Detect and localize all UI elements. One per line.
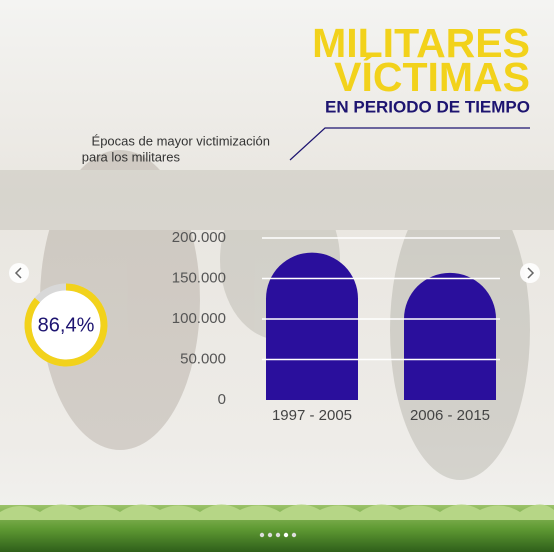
annotation: para los militares xyxy=(82,149,181,164)
carousel-dot[interactable] xyxy=(259,532,265,538)
carousel-prev[interactable] xyxy=(9,263,29,283)
annotation: Épocas de mayor victimización xyxy=(92,133,270,148)
y-tick-label: 100.000 xyxy=(172,310,226,327)
carousel-dots xyxy=(259,532,297,538)
carousel-dot[interactable] xyxy=(275,532,281,538)
x-tick-label: 1997 - 2005 xyxy=(272,407,352,424)
grass-top xyxy=(0,504,554,520)
y-tick-label: 150.000 xyxy=(172,269,226,286)
carousel-dot[interactable] xyxy=(283,532,289,538)
subtitle: EN PERIODO DE TIEMPO xyxy=(325,97,530,116)
y-tick-label: 50.000 xyxy=(180,350,226,367)
title-line: VÍCTIMAS xyxy=(334,54,530,100)
carousel-next[interactable] xyxy=(520,263,540,283)
title-line: MILITARES xyxy=(312,20,530,66)
gauge-label: 86,4% xyxy=(38,314,95,336)
y-tick-label: 200.000 xyxy=(172,229,226,246)
bar xyxy=(404,272,496,400)
gauge-arc xyxy=(24,283,108,367)
y-tick-label: 0 xyxy=(218,391,226,408)
background-photo xyxy=(0,150,554,480)
annotation-line xyxy=(289,127,530,161)
bar xyxy=(266,252,358,400)
carousel-dot[interactable] xyxy=(267,532,273,538)
x-tick-label: 2006 - 2015 xyxy=(410,407,490,424)
carousel-dot[interactable] xyxy=(291,532,297,538)
